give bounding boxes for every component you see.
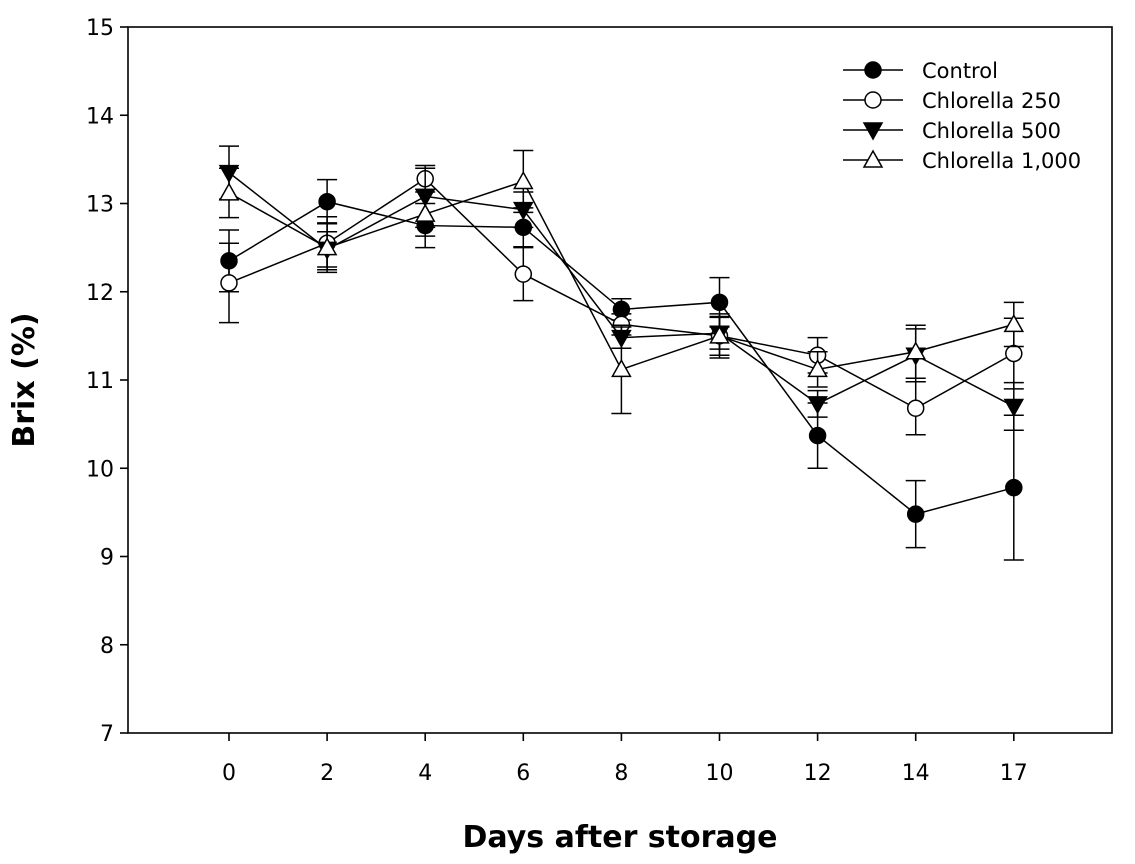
y-tick-label: 15 — [86, 16, 114, 41]
data-point — [414, 203, 436, 222]
data-point — [218, 182, 240, 201]
data-point — [906, 505, 925, 523]
x-tick-label: 12 — [804, 761, 832, 786]
data-point — [513, 170, 534, 190]
legend-label: Chlorella 500 — [922, 119, 1061, 143]
data-point — [220, 274, 238, 292]
x-axis-title: Days after storage — [463, 820, 778, 855]
series-layer — [218, 145, 1025, 561]
data-point — [1003, 313, 1025, 333]
y-tick-label: 12 — [86, 281, 114, 306]
legend-item: Chlorella 500 — [843, 119, 1061, 143]
x-tick-label: 14 — [902, 761, 930, 786]
y-tick-label: 10 — [86, 457, 114, 482]
legend-item: Chlorella 1,000 — [843, 149, 1081, 173]
y-tick-label: 9 — [100, 546, 114, 571]
legend-label: Chlorella 1,000 — [922, 149, 1081, 173]
legend-item: Control — [843, 59, 998, 83]
legend-marker — [864, 61, 882, 79]
legend-marker — [862, 149, 884, 168]
y-tick-label: 13 — [86, 193, 114, 218]
data-point — [318, 192, 336, 211]
data-point — [611, 358, 632, 378]
x-axis: 0 2 4 6 8 10 12 14 17 — [222, 733, 1028, 786]
y-axis-title: Brix (%) — [7, 312, 42, 447]
data-point — [906, 399, 925, 417]
legend-label: Control — [922, 59, 998, 83]
data-point — [709, 325, 730, 344]
legend-item: Chlorella 250 — [843, 89, 1061, 113]
y-tick-label: 11 — [86, 369, 114, 394]
data-point — [1003, 398, 1025, 418]
series-4 — [218, 149, 1025, 415]
data-point — [808, 426, 827, 445]
y-tick-label: 7 — [100, 722, 114, 747]
data-point — [807, 396, 828, 415]
data-point — [316, 237, 338, 256]
x-tick-label: 2 — [320, 761, 334, 786]
x-tick-label: 0 — [222, 761, 236, 786]
legend-marker — [864, 91, 882, 109]
x-tick-label: 17 — [1000, 761, 1028, 786]
data-point — [807, 358, 828, 378]
legend-label: Chlorella 250 — [922, 89, 1061, 113]
y-tick-label: 14 — [86, 104, 114, 129]
data-point — [514, 265, 533, 283]
legend-marker — [862, 122, 884, 141]
data-point — [905, 341, 926, 360]
y-axis: 7 8 9 10 11 12 13 14 15 — [86, 16, 128, 747]
y-tick-label: 8 — [100, 634, 114, 659]
x-tick-label: 4 — [418, 761, 432, 786]
x-tick-label: 8 — [614, 761, 628, 786]
x-tick-label: 6 — [516, 761, 530, 786]
data-point — [1005, 344, 1023, 363]
data-point — [710, 293, 729, 312]
legend: Control Chlorella 250 Chlorella 500 Chlorel… — [843, 59, 1081, 173]
x-tick-label: 10 — [706, 761, 734, 786]
data-point — [1005, 478, 1023, 497]
